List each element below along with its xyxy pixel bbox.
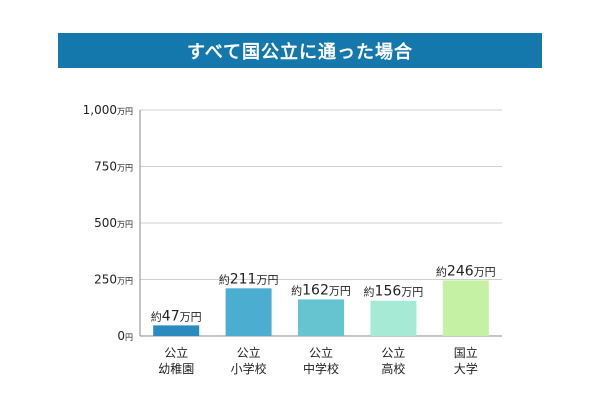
bar	[153, 325, 200, 336]
data-label: 約162万円	[291, 282, 351, 298]
bar	[225, 288, 272, 336]
category-label: 公立高校	[381, 345, 405, 376]
category-label: 公立中学校	[303, 345, 339, 376]
y-tick-label: 750万円	[94, 160, 133, 174]
y-tick-label: 0円	[117, 329, 133, 343]
bar	[370, 300, 417, 336]
chart-title: すべて国公立に通った場合	[58, 33, 542, 68]
data-label: 約211万円	[219, 271, 279, 287]
data-label: 約246万円	[436, 263, 496, 279]
category-label: 国立大学	[454, 345, 478, 376]
data-label: 約156万円	[364, 284, 424, 300]
y-tick-label: 250万円	[94, 273, 133, 287]
y-tick-label: 500万円	[94, 216, 133, 230]
category-label: 公立小学校	[231, 345, 267, 376]
y-tick-label: 1,000万円	[83, 103, 133, 117]
category-label: 公立幼稚園	[158, 345, 194, 376]
bar	[442, 280, 489, 336]
data-label: 約47万円	[151, 308, 202, 324]
bar	[298, 299, 344, 336]
